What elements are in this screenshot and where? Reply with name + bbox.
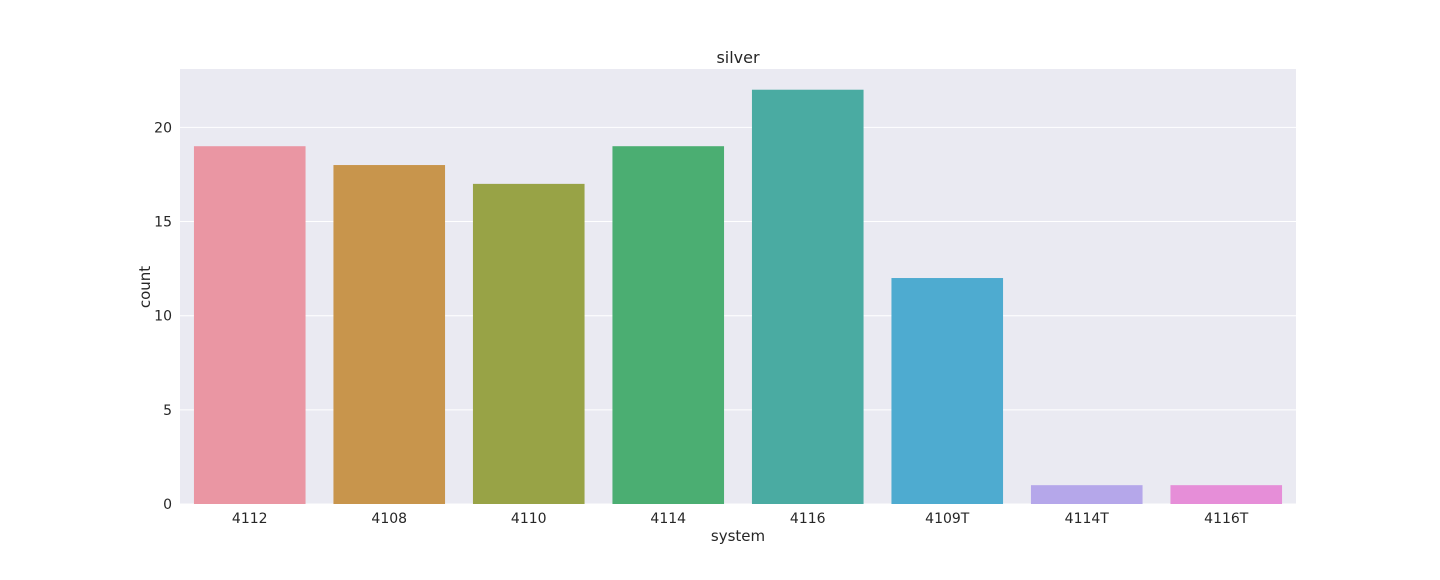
y-tick-label: 20	[154, 120, 172, 136]
bar-4116	[751, 89, 864, 504]
bar-4112	[193, 146, 306, 504]
bar-4114	[612, 146, 725, 504]
y-tick-label: 5	[163, 403, 172, 419]
bars	[193, 89, 1283, 505]
bar-4114T	[1030, 485, 1143, 504]
x-tick-label: 4112	[232, 511, 268, 527]
x-tick-label: 4116T	[1204, 511, 1249, 527]
chart-title: silver	[716, 48, 760, 67]
bar-4109T	[891, 278, 1004, 504]
x-tick-label: 4109T	[925, 511, 970, 527]
x-tick-label: 4108	[371, 511, 407, 527]
y-axis-label: count	[136, 266, 154, 308]
y-tick-label: 15	[154, 215, 172, 231]
y-tick-label: 10	[154, 309, 172, 325]
y-axis-ticks: 0 5 10 15 20	[154, 120, 172, 513]
x-axis-ticks: 4112 4108 4110 4114 4116 4109T 4114T 4116T	[232, 511, 1249, 527]
x-axis-label: system	[711, 527, 765, 545]
x-tick-label: 4110	[511, 511, 547, 527]
x-tick-label: 4116	[790, 511, 826, 527]
y-tick-label: 0	[163, 497, 172, 513]
x-tick-label: 4114	[650, 511, 686, 527]
x-tick-label: 4114T	[1065, 511, 1110, 527]
bar-4108	[333, 165, 446, 505]
bar-4116T	[1170, 485, 1283, 504]
bar-4110	[472, 183, 585, 505]
